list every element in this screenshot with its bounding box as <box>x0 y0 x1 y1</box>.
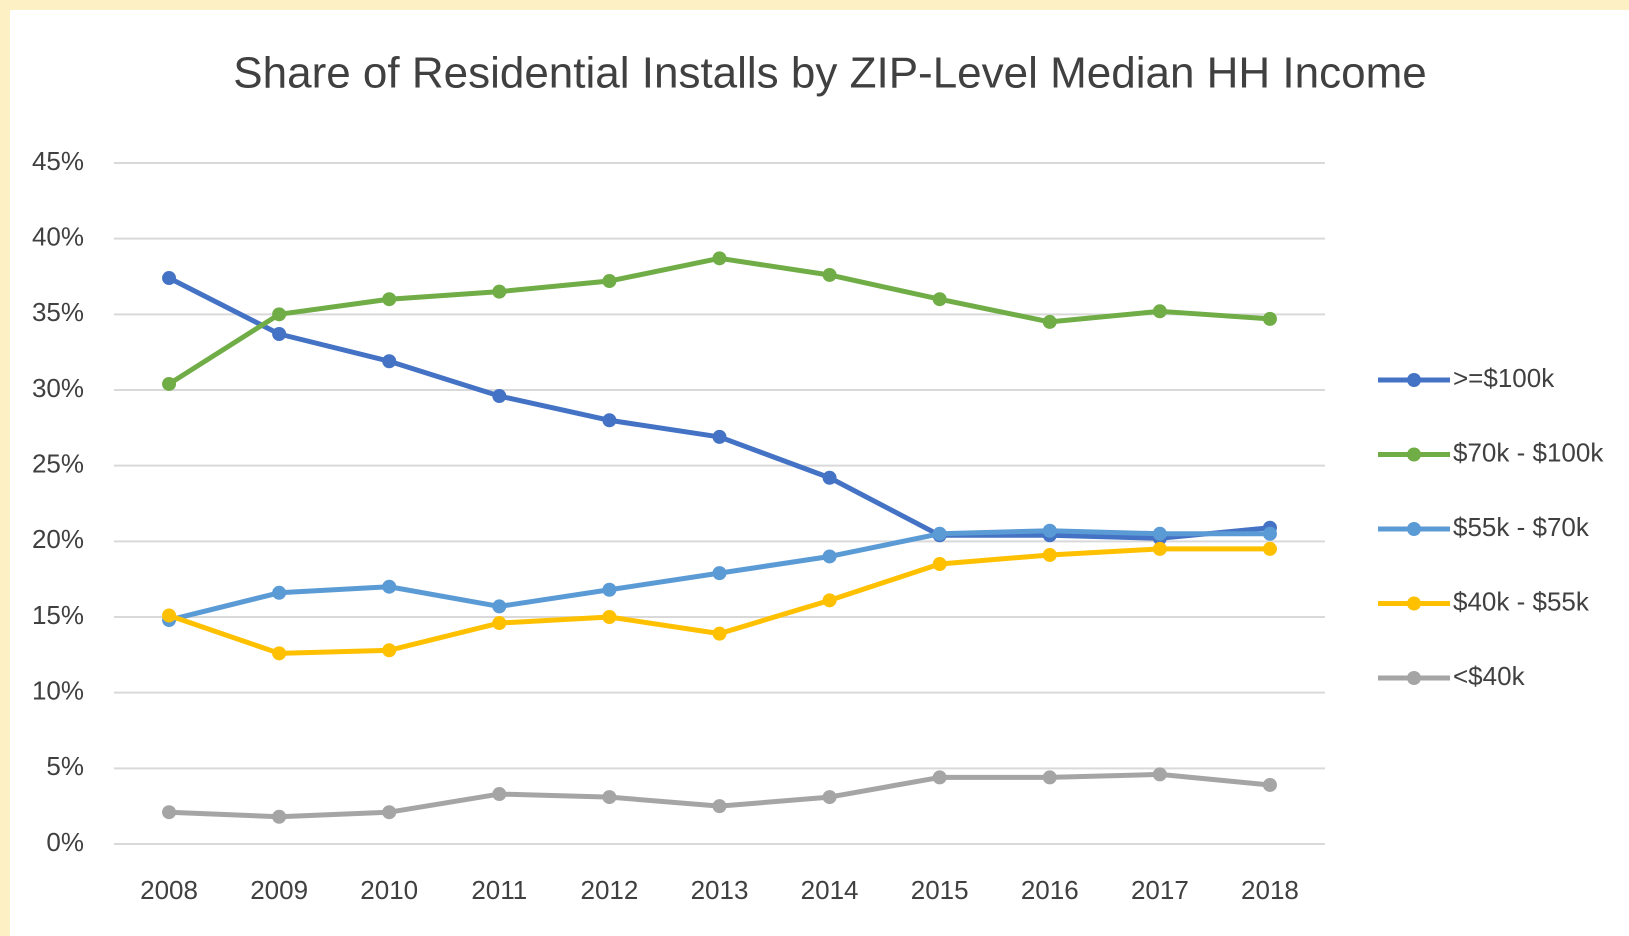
legend-marker <box>1407 671 1421 685</box>
y-tick-label: 0% <box>46 827 84 857</box>
point <box>1042 314 1057 329</box>
point <box>712 429 727 444</box>
point <box>602 610 617 624</box>
point <box>1042 770 1057 785</box>
x-tick-label: 2013 <box>691 875 749 905</box>
point <box>492 599 507 614</box>
point <box>602 274 617 289</box>
point <box>162 608 177 623</box>
x-tick-label: 2008 <box>140 875 198 905</box>
point <box>382 805 397 820</box>
point <box>272 327 287 342</box>
point <box>492 616 507 631</box>
point <box>272 585 287 600</box>
point <box>712 799 727 814</box>
y-tick-label: 15% <box>32 600 84 630</box>
legend-label: $55k - $70k <box>1453 512 1590 542</box>
point <box>382 579 397 594</box>
point <box>712 626 727 641</box>
x-tick-label: 2016 <box>1021 875 1079 905</box>
point <box>382 292 397 307</box>
y-tick-label: 40% <box>32 222 84 252</box>
y-tick-label: 5% <box>46 751 84 781</box>
point <box>1152 526 1167 541</box>
x-tick-label: 2018 <box>1241 875 1299 905</box>
legend-label: $40k - $55k <box>1453 586 1590 616</box>
point <box>1262 311 1277 326</box>
point <box>162 376 177 391</box>
y-tick-label: 45% <box>32 146 84 176</box>
point <box>1152 767 1167 782</box>
y-tick-label: 25% <box>32 449 84 479</box>
point <box>822 593 837 608</box>
point <box>822 790 837 805</box>
point <box>382 643 397 658</box>
legend-marker <box>1407 596 1421 611</box>
point <box>1262 777 1277 792</box>
point <box>162 271 177 286</box>
chart-title: Share of Residential Installs by ZIP-Lev… <box>233 49 1426 98</box>
point <box>1152 304 1167 319</box>
point <box>822 549 837 564</box>
x-tick-label: 2017 <box>1131 875 1189 905</box>
legend-label: >=$100k <box>1453 363 1555 393</box>
point <box>932 292 947 307</box>
y-tick-label: 20% <box>32 524 84 554</box>
point <box>602 790 617 805</box>
point <box>1042 523 1057 538</box>
legend-marker <box>1407 522 1421 536</box>
x-tick-label: 2010 <box>360 875 418 905</box>
y-tick-label: 35% <box>32 297 84 327</box>
point <box>272 307 287 322</box>
point <box>272 646 287 661</box>
x-tick-label: 2014 <box>801 875 859 905</box>
point <box>1262 526 1277 541</box>
legend-marker <box>1407 447 1421 462</box>
point <box>492 787 507 802</box>
point <box>932 526 947 541</box>
point <box>932 770 947 785</box>
point <box>712 566 727 581</box>
point <box>822 470 837 485</box>
point <box>822 267 837 282</box>
point <box>272 809 287 824</box>
point <box>492 284 507 299</box>
x-tick-label: 2009 <box>250 875 308 905</box>
legend-label: $70k - $100k <box>1453 437 1604 467</box>
x-tick-label: 2011 <box>471 875 527 905</box>
x-tick-label: 2015 <box>911 875 969 905</box>
legend-label: <$40k <box>1453 661 1526 691</box>
point <box>162 805 177 820</box>
point <box>1152 541 1167 556</box>
y-tick-label: 30% <box>32 373 84 403</box>
point <box>1042 547 1057 562</box>
y-tick-label: 10% <box>32 676 84 706</box>
point <box>1262 541 1277 556</box>
point <box>602 413 617 428</box>
point <box>932 557 947 572</box>
legend-marker <box>1407 373 1421 387</box>
point <box>712 251 727 266</box>
x-tick-label: 2012 <box>580 875 638 905</box>
point <box>492 389 507 404</box>
point <box>382 354 397 369</box>
point <box>602 582 617 597</box>
